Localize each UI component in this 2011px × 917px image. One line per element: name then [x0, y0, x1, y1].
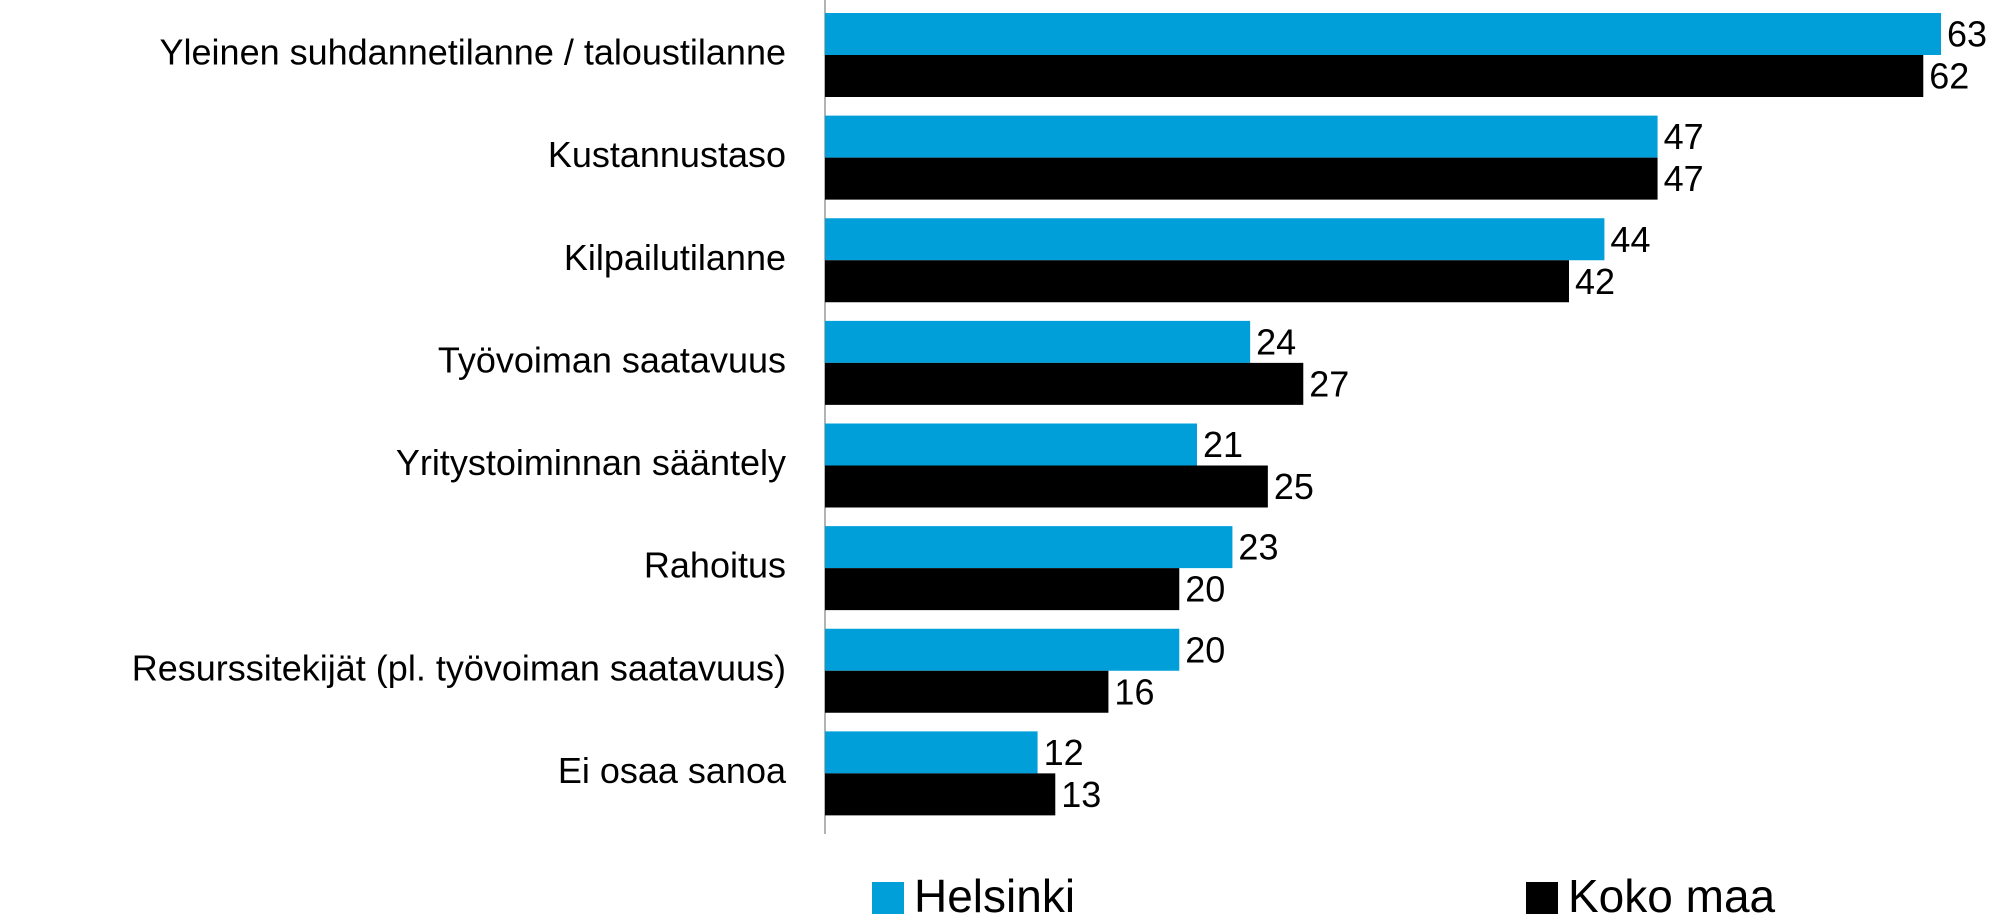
category-label: Ei osaa sanoa [558, 750, 787, 791]
value-label: 13 [1061, 774, 1101, 815]
bar [825, 628, 1180, 671]
bar [825, 465, 1268, 508]
category-label: Työvoiman saatavuus [438, 339, 786, 380]
bar [825, 13, 1941, 55]
value-label: 44 [1610, 219, 1650, 260]
bar [825, 362, 1304, 405]
category-label: Yleinen suhdannetilanne / taloustilanne [160, 32, 786, 73]
bar [825, 55, 1924, 97]
legend-label: Koko maa [1568, 870, 1776, 917]
bar [825, 670, 1109, 713]
value-label: 12 [1044, 732, 1084, 773]
value-label: 21 [1203, 424, 1243, 465]
bar [825, 157, 1658, 200]
value-label: 23 [1238, 527, 1278, 568]
category-label: Kustannustaso [548, 134, 786, 175]
bar [825, 568, 1180, 611]
bar [825, 218, 1605, 261]
legend-swatch [1526, 882, 1558, 914]
category-label: Yritystoiminnan sääntely [396, 442, 786, 483]
bar [825, 526, 1233, 569]
category-label: Kilpailutilanne [564, 237, 786, 278]
value-label: 27 [1309, 363, 1349, 404]
value-label: 62 [1929, 56, 1969, 97]
value-label: 63 [1947, 14, 1987, 55]
value-label: 20 [1185, 629, 1225, 670]
bar [825, 773, 1056, 816]
value-label: 16 [1114, 671, 1154, 712]
legend-label: Helsinki [914, 870, 1075, 917]
bar [825, 260, 1569, 303]
value-label: 24 [1256, 321, 1296, 362]
value-label: 20 [1185, 569, 1225, 610]
category-label: Resurssitekijät (pl. työvoiman saatavuus… [132, 647, 786, 688]
value-label: 25 [1274, 466, 1314, 507]
category-label: Rahoitus [644, 545, 786, 586]
bar [825, 320, 1251, 363]
legend-swatch [872, 882, 904, 914]
value-label: 42 [1575, 261, 1615, 302]
bar [825, 731, 1038, 774]
bar [825, 423, 1197, 466]
value-label: 47 [1664, 116, 1704, 157]
value-label: 47 [1664, 158, 1704, 199]
bar [825, 115, 1658, 158]
